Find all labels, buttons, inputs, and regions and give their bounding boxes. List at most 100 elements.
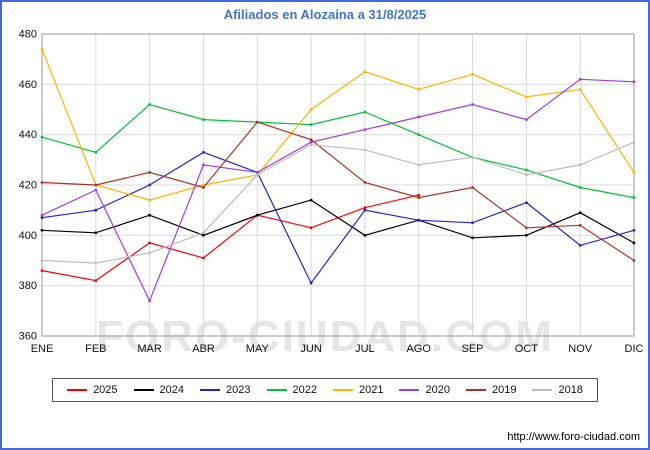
legend-label-2024: 2024 [159, 384, 185, 396]
series-point-2023 [40, 216, 44, 220]
series-point-2020 [309, 140, 313, 144]
series-line-2020 [41, 78, 635, 303]
series-point-2018 [148, 251, 152, 255]
legend-swatch-2019 [465, 389, 486, 391]
series-point-2023 [525, 201, 528, 205]
legend-item-2025[interactable]: 2025 [67, 384, 118, 396]
series-point-2020 [40, 213, 44, 217]
x-tick-label: SEP [461, 343, 483, 355]
legend-item-2023[interactable]: 2023 [200, 384, 251, 396]
series-point-2018 [525, 173, 528, 177]
x-tick-label: JUN [300, 343, 321, 355]
legend-label-2019: 2019 [491, 384, 517, 396]
series-point-2025 [417, 193, 421, 197]
series-point-2019 [525, 226, 528, 230]
series-point-2023 [471, 221, 474, 225]
series-point-2020 [578, 77, 582, 81]
y-tick-label: 420 [19, 180, 37, 192]
series-point-2018 [309, 143, 313, 147]
series-point-2021 [525, 95, 528, 99]
series-point-2024 [525, 233, 528, 237]
series-point-2021 [202, 183, 205, 187]
series-point-2024 [40, 228, 44, 232]
series-point-2019 [94, 183, 98, 187]
series-point-2019 [202, 186, 205, 189]
series-point-2020 [471, 103, 474, 106]
legend-swatch-2024 [133, 389, 154, 391]
legend-box: 2025 2024 2023 2022 2021 2020 2019 2018 [52, 378, 598, 402]
series-point-2021 [148, 198, 152, 202]
legend-item-2019[interactable]: 2019 [465, 384, 517, 396]
series-point-2022 [363, 110, 367, 114]
legend-swatch-2021 [333, 389, 353, 391]
legend-swatch-2018 [532, 389, 553, 391]
y-tick-label: 360 [19, 331, 37, 343]
x-tick-label: MAY [246, 343, 270, 355]
legend-item-2020[interactable]: 2020 [399, 384, 450, 396]
series-point-2019 [363, 181, 367, 184]
series-point-2024 [309, 198, 313, 202]
legend-item-2018[interactable]: 2018 [532, 384, 583, 396]
series-point-2020 [148, 299, 152, 303]
legend: 2025 2024 2023 2022 2021 2020 2019 2018 [2, 378, 648, 402]
y-tick-label: 480 [19, 29, 37, 41]
footer-url[interactable]: http://www.foro-ciudad.com [507, 431, 640, 443]
x-tick-label: FEB [85, 343, 106, 355]
chart-svg: 360 380 400 420 440 460 480 ENE FEB MAR ABR MAY JUN J… [19, 29, 644, 356]
series-point-2022 [525, 168, 528, 172]
series-point-2025 [309, 226, 313, 230]
series-point-2024 [148, 213, 152, 217]
series-point-2020 [94, 188, 98, 192]
legend-item-2022[interactable]: 2022 [266, 384, 317, 396]
series-point-2022 [578, 186, 582, 189]
series-point-2022 [40, 135, 44, 139]
legend-item-2024[interactable]: 2024 [133, 384, 185, 396]
legend-label-2022: 2022 [292, 384, 317, 396]
series-point-2023 [417, 218, 421, 222]
series-point-2021 [578, 88, 582, 91]
series-point-2020 [363, 128, 367, 131]
series-line-2022 [41, 103, 635, 199]
series-line-2021 [41, 48, 635, 201]
series-point-2024 [471, 236, 474, 240]
legend-label-2018: 2018 [558, 384, 583, 396]
series-point-2025 [148, 241, 152, 245]
series-point-2019 [471, 186, 474, 189]
series-line-2018 [41, 141, 635, 264]
series-point-2018 [255, 173, 259, 177]
series-point-2025 [363, 206, 367, 210]
series-point-2021 [471, 72, 474, 76]
series-point-2025 [94, 279, 98, 282]
legend-item-2021[interactable]: 2021 [333, 384, 383, 396]
series-point-2025 [40, 269, 44, 272]
series-point-2020 [525, 118, 528, 121]
series-point-2019 [309, 138, 313, 142]
x-tick-label: OCT [515, 343, 539, 355]
series-point-2020 [255, 171, 259, 174]
series-point-2019 [255, 120, 259, 124]
series-point-2022 [94, 150, 98, 154]
x-tick-label: MAR [137, 343, 162, 355]
legend-label-2023: 2023 [226, 384, 251, 396]
series-point-2023 [578, 244, 582, 247]
series-point-2018 [471, 155, 474, 159]
x-tick-label: ABR [192, 343, 215, 355]
series-point-2023 [309, 281, 313, 285]
x-tick-label: AGO [406, 343, 431, 355]
series-point-2019 [148, 171, 152, 174]
x-tick-label: ENE [31, 343, 54, 355]
series-point-2023 [94, 208, 98, 212]
series-point-2021 [309, 108, 313, 111]
legend-label-2021: 2021 [359, 384, 384, 396]
y-tick-label: 460 [19, 79, 37, 91]
series-point-2021 [363, 70, 367, 74]
series-point-2019 [40, 181, 44, 184]
series-point-2024 [255, 213, 259, 217]
series-point-2018 [202, 231, 205, 235]
x-tick-label: DIC [625, 343, 644, 355]
series-line-2023 [41, 151, 635, 285]
series-point-2021 [632, 171, 636, 174]
x-tick-label: JUL [355, 343, 375, 355]
series-line-2024 [41, 199, 635, 244]
series-point-2019 [632, 259, 636, 262]
